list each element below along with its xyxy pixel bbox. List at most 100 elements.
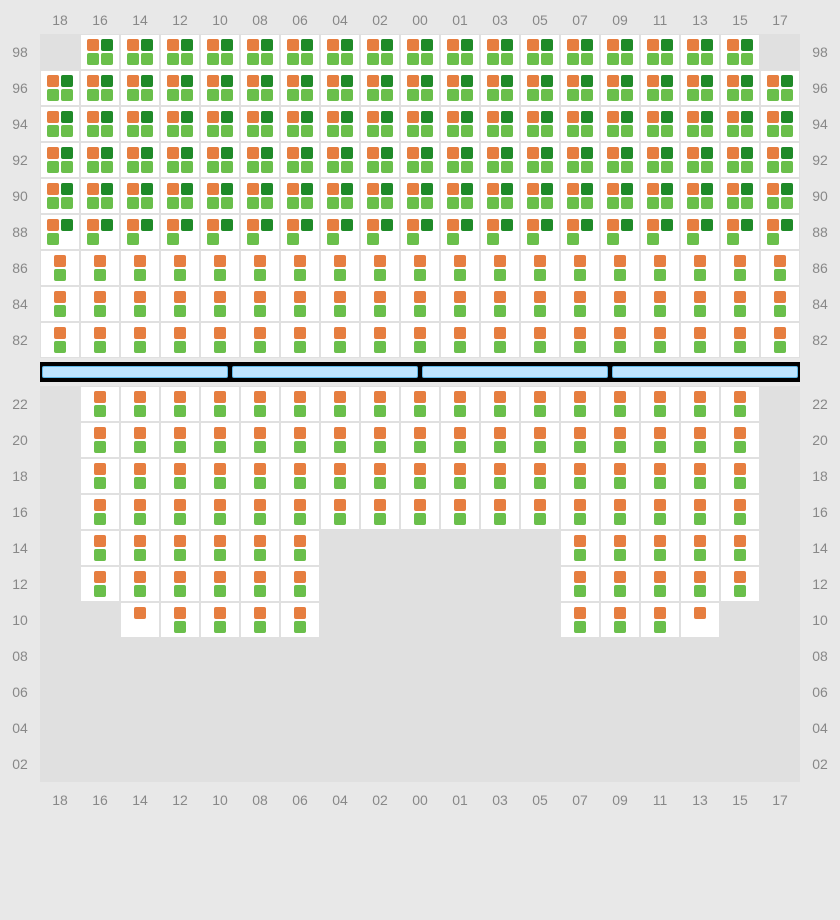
rack-cell[interactable] (440, 602, 480, 638)
rack-cell[interactable] (440, 142, 480, 178)
rack-cell[interactable] (640, 250, 680, 286)
rack-cell[interactable] (240, 710, 280, 746)
rack-cell[interactable] (200, 566, 240, 602)
rack-cell[interactable] (640, 106, 680, 142)
rack-cell[interactable] (400, 106, 440, 142)
rack-cell[interactable] (80, 638, 120, 674)
rack-cell[interactable] (400, 322, 440, 358)
rack-cell[interactable] (360, 34, 400, 70)
rack-cell[interactable] (360, 142, 400, 178)
rack-cell[interactable] (320, 70, 360, 106)
rack-cell[interactable] (360, 178, 400, 214)
rack-cell[interactable] (120, 710, 160, 746)
rack-cell[interactable] (560, 602, 600, 638)
rack-cell[interactable] (400, 458, 440, 494)
rack-cell[interactable] (320, 494, 360, 530)
rack-cell[interactable] (200, 674, 240, 710)
rack-cell[interactable] (760, 674, 800, 710)
rack-cell[interactable] (680, 178, 720, 214)
rack-cell[interactable] (360, 386, 400, 422)
rack-cell[interactable] (280, 602, 320, 638)
rack-cell[interactable] (320, 106, 360, 142)
rack-cell[interactable] (440, 214, 480, 250)
rack-cell[interactable] (40, 746, 80, 782)
rack-cell[interactable] (120, 386, 160, 422)
rack-cell[interactable] (680, 710, 720, 746)
rack-cell[interactable] (440, 106, 480, 142)
rack-cell[interactable] (240, 106, 280, 142)
rack-cell[interactable] (720, 106, 760, 142)
rack-cell[interactable] (720, 178, 760, 214)
rack-cell[interactable] (520, 458, 560, 494)
rack-cell[interactable] (560, 250, 600, 286)
rack-cell[interactable] (480, 178, 520, 214)
rack-cell[interactable] (400, 214, 440, 250)
rack-cell[interactable] (280, 106, 320, 142)
rack-cell[interactable] (760, 214, 800, 250)
rack-cell[interactable] (560, 710, 600, 746)
rack-cell[interactable] (680, 638, 720, 674)
rack-cell[interactable] (40, 322, 80, 358)
rack-cell[interactable] (640, 710, 680, 746)
rack-cell[interactable] (760, 386, 800, 422)
rack-cell[interactable] (240, 674, 280, 710)
rack-cell[interactable] (400, 530, 440, 566)
rack-cell[interactable] (760, 34, 800, 70)
rack-cell[interactable] (560, 386, 600, 422)
rack-cell[interactable] (240, 638, 280, 674)
rack-cell[interactable] (520, 638, 560, 674)
rack-cell[interactable] (440, 386, 480, 422)
rack-cell[interactable] (360, 106, 400, 142)
rack-cell[interactable] (440, 494, 480, 530)
rack-cell[interactable] (480, 386, 520, 422)
rack-cell[interactable] (80, 674, 120, 710)
rack-cell[interactable] (520, 494, 560, 530)
rack-cell[interactable] (200, 106, 240, 142)
rack-cell[interactable] (160, 746, 200, 782)
rack-cell[interactable] (440, 530, 480, 566)
rack-cell[interactable] (400, 70, 440, 106)
rack-cell[interactable] (440, 674, 480, 710)
rack-cell[interactable] (520, 178, 560, 214)
rack-cell[interactable] (280, 710, 320, 746)
rack-cell[interactable] (720, 530, 760, 566)
rack-cell[interactable] (520, 70, 560, 106)
rack-cell[interactable] (720, 638, 760, 674)
rack-cell[interactable] (600, 638, 640, 674)
rack-cell[interactable] (320, 214, 360, 250)
rack-cell[interactable] (320, 638, 360, 674)
rack-cell[interactable] (480, 674, 520, 710)
rack-cell[interactable] (160, 530, 200, 566)
rack-cell[interactable] (600, 710, 640, 746)
rack-cell[interactable] (280, 638, 320, 674)
rack-cell[interactable] (280, 566, 320, 602)
rack-cell[interactable] (120, 286, 160, 322)
rack-cell[interactable] (560, 746, 600, 782)
rack-cell[interactable] (440, 422, 480, 458)
rack-cell[interactable] (160, 106, 200, 142)
rack-cell[interactable] (240, 422, 280, 458)
rack-cell[interactable] (120, 674, 160, 710)
rack-cell[interactable] (720, 214, 760, 250)
rack-cell[interactable] (80, 530, 120, 566)
rack-cell[interactable] (280, 178, 320, 214)
rack-cell[interactable] (520, 34, 560, 70)
rack-cell[interactable] (80, 710, 120, 746)
rack-cell[interactable] (320, 286, 360, 322)
rack-cell[interactable] (440, 34, 480, 70)
rack-cell[interactable] (400, 422, 440, 458)
rack-cell[interactable] (280, 250, 320, 286)
rack-cell[interactable] (160, 458, 200, 494)
rack-cell[interactable] (440, 70, 480, 106)
rack-cell[interactable] (80, 178, 120, 214)
rack-cell[interactable] (120, 142, 160, 178)
rack-cell[interactable] (720, 494, 760, 530)
rack-cell[interactable] (640, 674, 680, 710)
rack-cell[interactable] (760, 638, 800, 674)
rack-cell[interactable] (760, 746, 800, 782)
rack-cell[interactable] (240, 70, 280, 106)
rack-cell[interactable] (40, 142, 80, 178)
rack-cell[interactable] (720, 674, 760, 710)
rack-cell[interactable] (200, 710, 240, 746)
rack-cell[interactable] (760, 106, 800, 142)
